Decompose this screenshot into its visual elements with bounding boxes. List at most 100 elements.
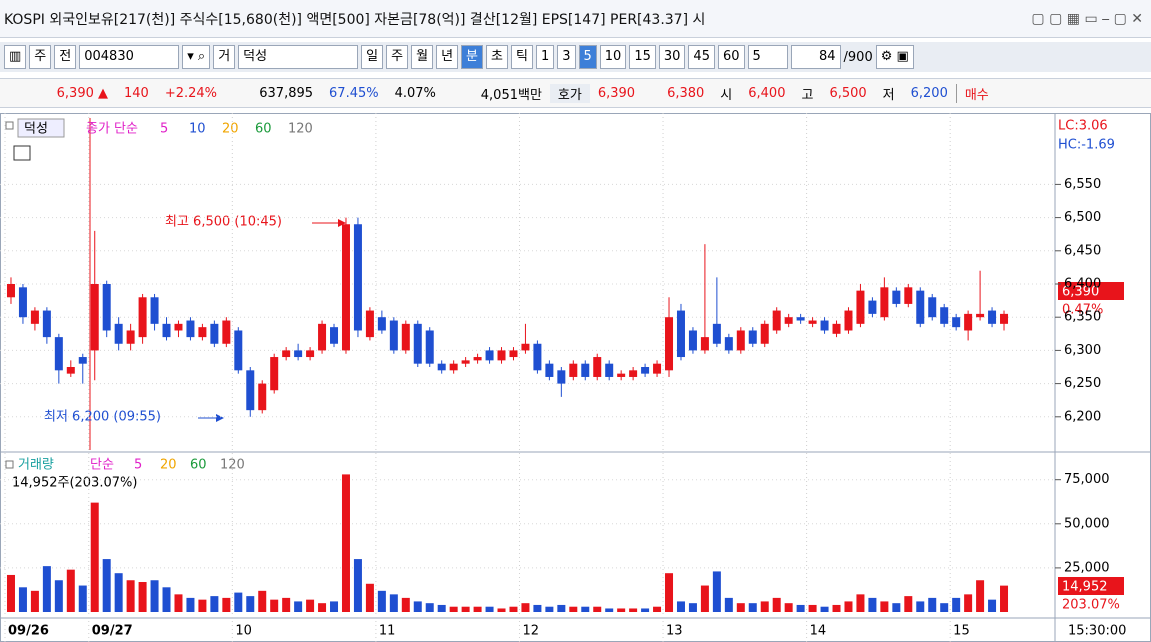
stock-name[interactable]: 덕성 bbox=[238, 45, 359, 69]
interval-button[interactable]: 3 bbox=[557, 45, 576, 69]
candle-body bbox=[114, 323, 123, 344]
chart-frame bbox=[0, 113, 1151, 642]
volume-bar bbox=[593, 606, 602, 612]
volume-bar bbox=[784, 603, 793, 612]
candle-body bbox=[6, 284, 15, 298]
interval-button[interactable]: 5 bbox=[578, 45, 597, 69]
volume-bar bbox=[688, 603, 697, 612]
candle-body bbox=[724, 337, 733, 351]
candle-body bbox=[222, 320, 231, 344]
volume-bar bbox=[904, 596, 913, 612]
volume-bar bbox=[270, 599, 279, 612]
candle-body bbox=[437, 363, 446, 371]
volume-bar bbox=[916, 601, 925, 612]
interval-button[interactable]: 1 bbox=[535, 45, 555, 69]
window-controls[interactable]: ▢ ▢ ▦ ▭ ⎯ ▢ ✕ bbox=[1031, 10, 1143, 27]
volume-bar bbox=[473, 606, 482, 612]
period-minute[interactable]: 분 bbox=[461, 45, 483, 69]
interval-button[interactable]: 30 bbox=[658, 45, 686, 69]
table-icon[interactable] bbox=[13, 145, 31, 161]
volume-bar bbox=[1000, 585, 1009, 612]
chart: 덕성 종가 단순 5 10 20 60 120 LC:3.06 HC:-1.69 최고 … bbox=[0, 113, 1151, 642]
volume-bar bbox=[808, 604, 817, 612]
candle-body bbox=[605, 363, 614, 377]
volume-bar bbox=[940, 603, 949, 612]
volume-bar bbox=[557, 604, 566, 612]
interval-button[interactable]: 15 bbox=[629, 45, 656, 69]
volume-bar bbox=[437, 604, 446, 612]
volume-bar bbox=[258, 590, 267, 612]
candle-body bbox=[868, 300, 877, 314]
volume-bar bbox=[820, 606, 829, 612]
volume-bar bbox=[90, 502, 99, 612]
candle-body bbox=[832, 323, 841, 334]
stock-info: KOSPI 외국인보유[217(천)] 주식수[15,680(천)] 액면[50… bbox=[4, 11, 706, 28]
period-year[interactable]: 년 bbox=[436, 45, 459, 69]
candle-body bbox=[294, 350, 303, 358]
mode-button[interactable]: 전 bbox=[54, 45, 77, 69]
interval-button[interactable]: 45 bbox=[688, 45, 715, 69]
x-tick-label: 09/26 bbox=[8, 624, 49, 639]
candle-body bbox=[581, 363, 590, 377]
market-select[interactable]: 주 bbox=[29, 45, 52, 69]
candle-body bbox=[796, 317, 805, 321]
code-input[interactable]: 004830 bbox=[79, 45, 180, 69]
candle-body bbox=[401, 323, 410, 351]
volume-bar bbox=[365, 583, 374, 612]
legend-icon bbox=[5, 121, 14, 130]
search-button[interactable]: ▾ ⌕ bbox=[182, 45, 211, 69]
candle-body bbox=[940, 307, 949, 324]
interval-button[interactable]: 10 bbox=[599, 45, 627, 69]
candle-body bbox=[18, 287, 27, 318]
volume-bar bbox=[748, 603, 757, 612]
candle-body bbox=[653, 363, 662, 374]
y-tick-label: 6,500 bbox=[1064, 210, 1101, 225]
period-day[interactable]: 일 bbox=[361, 45, 384, 69]
volume-bar bbox=[66, 569, 75, 612]
volume-bar bbox=[665, 573, 674, 612]
x-tick-label: 12 bbox=[522, 624, 539, 639]
volume-bar bbox=[581, 606, 590, 612]
tool-button[interactable]: ⚙ ▣ bbox=[875, 45, 914, 69]
volume-badge bbox=[1058, 577, 1124, 595]
candle-body bbox=[306, 350, 315, 358]
interval-input[interactable]: 5 bbox=[747, 45, 788, 69]
ma-period: 60 bbox=[255, 122, 272, 137]
search-mode[interactable]: 거 bbox=[213, 45, 236, 69]
period-week[interactable]: 주 bbox=[386, 45, 409, 69]
volume-bar bbox=[210, 596, 219, 612]
buy-button[interactable]: 매수 bbox=[955, 83, 997, 103]
volume-bar bbox=[724, 597, 733, 612]
volume-bar bbox=[880, 601, 889, 612]
candle-body bbox=[772, 310, 781, 331]
volume-bar bbox=[341, 474, 350, 612]
volume-bar bbox=[617, 608, 626, 612]
period-second[interactable]: 초 bbox=[486, 45, 508, 69]
change-badge-text: 0.47% bbox=[1062, 303, 1103, 318]
candle-body bbox=[521, 343, 530, 351]
candle-body bbox=[150, 297, 159, 324]
candle-body bbox=[665, 317, 674, 371]
candle-body bbox=[976, 313, 985, 318]
candle-body bbox=[186, 320, 195, 338]
volume-bar bbox=[186, 597, 195, 612]
interval-button[interactable]: 60 bbox=[717, 45, 745, 69]
period-month[interactable]: 월 bbox=[411, 45, 434, 69]
max-count: /900 bbox=[843, 49, 873, 65]
menu-button[interactable]: ▥ bbox=[4, 45, 27, 69]
volume-bar bbox=[138, 582, 147, 612]
count-input[interactable]: 84 bbox=[790, 45, 841, 69]
ma-period: 10 bbox=[189, 122, 206, 137]
open-label: 시 bbox=[720, 87, 733, 103]
candle-body bbox=[509, 350, 518, 358]
volume-bar bbox=[114, 573, 123, 612]
candle-body bbox=[712, 323, 721, 344]
ask: 6,390 bbox=[597, 85, 636, 101]
volume-bar bbox=[461, 606, 470, 612]
period-tick[interactable]: 틱 bbox=[510, 45, 533, 69]
candle-body bbox=[784, 317, 793, 324]
volume-bar bbox=[676, 601, 685, 612]
candle-body bbox=[162, 323, 171, 338]
volume-bar bbox=[928, 597, 937, 612]
